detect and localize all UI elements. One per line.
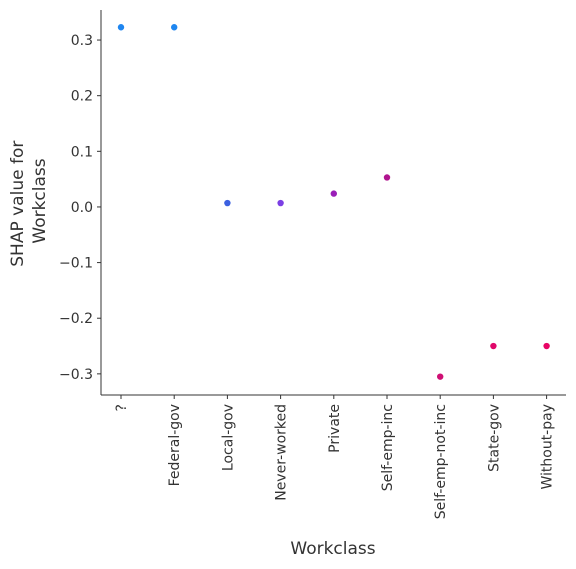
y-tick-label: −0.3 [59, 367, 93, 383]
data-point [437, 373, 444, 380]
x-tick-label: Without-pay [540, 404, 556, 490]
x-tick-label: ? [114, 404, 130, 411]
y-tick-label: 0.3 [71, 33, 93, 49]
x-tick-label: Private [327, 404, 343, 453]
y-axis-title-line-2: Workclass [30, 158, 50, 243]
y-axis-title-line-1: SHAP value for [8, 141, 28, 267]
data-point [543, 342, 550, 350]
y-tick-label: 0.0 [71, 200, 93, 216]
data-point [277, 199, 284, 207]
x-tick-label: Federal-gov [167, 404, 183, 486]
data-point [330, 190, 337, 197]
data-points [117, 24, 550, 380]
y-tick-label: 0.2 [71, 89, 93, 105]
axes [100, 10, 566, 396]
data-point [171, 24, 178, 31]
y-axis-title: SHAP value for Workclass [8, 135, 50, 266]
y-tick-label: 0.1 [71, 144, 93, 160]
x-tick-label: State-gov [486, 404, 502, 472]
x-tick-label: Self-emp-inc [380, 404, 396, 491]
data-point [224, 199, 231, 207]
x-tick-label: Local-gov [220, 404, 236, 471]
data-point [490, 342, 497, 350]
data-point [383, 174, 391, 181]
y-tick-label: −0.2 [59, 311, 93, 327]
x-tick-label: Self-emp-not-inc [433, 404, 449, 519]
x-ticks: ? Federal-gov Local-gov Never-worked Private… [114, 395, 556, 519]
data-point [117, 24, 125, 31]
x-tick-label: Never-worked [274, 404, 290, 501]
y-ticks: −0.3 −0.2 −0.1 0.0 0.1 0.2 0.3 [59, 33, 101, 383]
y-tick-label: −0.1 [59, 256, 93, 272]
x-axis-title: Workclass [290, 539, 375, 559]
